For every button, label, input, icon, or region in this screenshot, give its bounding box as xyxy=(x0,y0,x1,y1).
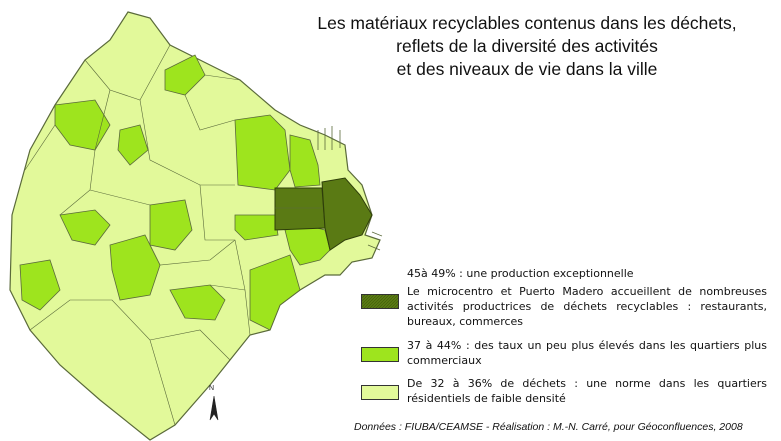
district xyxy=(234,114,291,191)
north-label: N xyxy=(209,385,215,392)
title-line-1: Les matériaux recyclables contenus dans … xyxy=(317,13,737,33)
harbour-piers xyxy=(317,126,383,251)
legend-swatch-mid xyxy=(361,347,399,362)
title-line-3: et des niveaux de vie dans la ville xyxy=(396,59,658,79)
district xyxy=(249,254,301,331)
north-arrow-icon xyxy=(209,395,219,421)
legend-text-low: De 32 à 36% de déchets : une norme dans … xyxy=(407,377,767,405)
legend-text-high: Le microcentro et Puerto Madero accueill… xyxy=(407,285,767,328)
high-rate-districts xyxy=(274,177,373,251)
district-puerto-madero xyxy=(321,177,373,251)
district xyxy=(149,199,193,251)
district xyxy=(234,214,279,241)
district-microcentro xyxy=(274,187,326,231)
district xyxy=(164,54,206,96)
district xyxy=(117,124,149,166)
legend-swatch-low xyxy=(361,385,399,400)
map-title: Les matériaux recyclables contenus dans … xyxy=(292,12,762,81)
title-line-2: reflets de la diversité des activités xyxy=(396,36,658,56)
credits: Données : FIUBA/CEAMSE - Réalisation : M… xyxy=(354,421,743,433)
district-borders xyxy=(24,44,322,426)
district xyxy=(19,259,61,311)
mid-rate-districts xyxy=(19,54,331,331)
legend-swatch-high xyxy=(361,294,399,309)
district xyxy=(109,234,161,301)
district xyxy=(289,134,321,188)
legend-text-mid: 37 à 44% : des taux un peu plus élevés d… xyxy=(407,339,767,367)
district xyxy=(169,284,226,321)
district xyxy=(59,209,111,246)
legend-header: 45à 49% : une production exceptionnelle xyxy=(407,267,634,280)
